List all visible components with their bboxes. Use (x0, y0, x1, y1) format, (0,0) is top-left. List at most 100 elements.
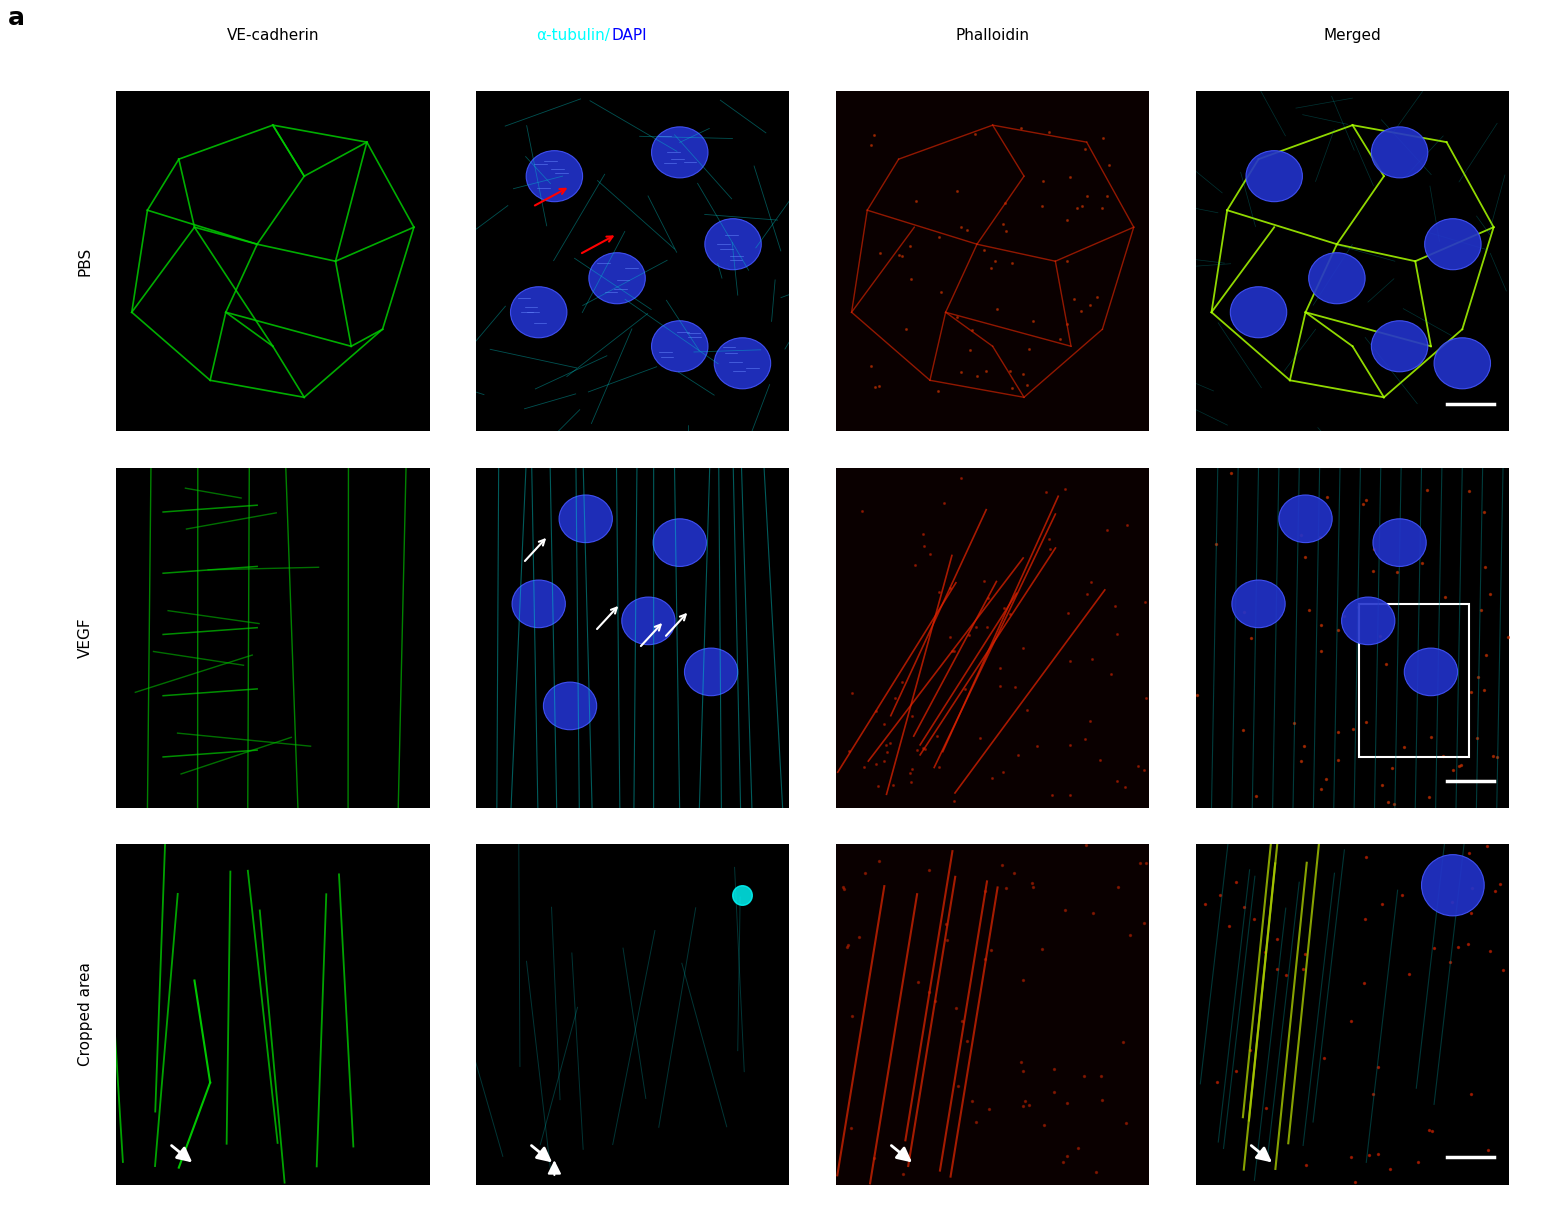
Point (887, 245, 912, 265)
Point (850, 501, 875, 520)
Point (1458, 1085, 1483, 1104)
Point (1002, 864, 1026, 883)
Ellipse shape (1372, 126, 1427, 177)
Point (989, 855, 1014, 875)
Point (1056, 603, 1081, 622)
Point (1232, 898, 1257, 917)
Point (1088, 1067, 1113, 1086)
Point (1254, 1098, 1279, 1118)
Point (1495, 627, 1520, 646)
Point (1079, 572, 1104, 592)
Point (1347, 597, 1372, 616)
Point (862, 378, 887, 397)
Point (1012, 1091, 1037, 1111)
Point (1068, 301, 1093, 321)
Point (946, 1076, 971, 1096)
Point (992, 599, 1017, 618)
Point (1308, 527, 1333, 547)
Ellipse shape (512, 580, 565, 628)
Point (1077, 712, 1102, 731)
Point (1059, 735, 1084, 755)
Point (1054, 313, 1079, 333)
Point (974, 361, 998, 380)
Text: a: a (8, 6, 25, 30)
Point (1455, 934, 1480, 954)
Point (1446, 756, 1471, 775)
Point (1017, 1096, 1042, 1115)
Text: DAPI: DAPI (611, 28, 647, 43)
Point (899, 773, 924, 792)
Point (872, 751, 896, 770)
Point (1485, 747, 1509, 767)
Point (1396, 965, 1421, 984)
Point (949, 217, 974, 237)
Point (859, 356, 884, 375)
Point (1094, 187, 1119, 207)
Point (904, 191, 929, 210)
Point (1472, 558, 1497, 577)
Point (974, 617, 998, 637)
Point (1091, 128, 1116, 147)
Point (1480, 746, 1505, 765)
Point (1054, 1094, 1079, 1113)
Point (1354, 490, 1379, 509)
Point (1207, 886, 1232, 905)
Point (910, 738, 935, 757)
Point (940, 640, 964, 660)
Point (1090, 1090, 1115, 1109)
Ellipse shape (1232, 580, 1285, 628)
Point (916, 982, 941, 1001)
Point (998, 604, 1023, 623)
Point (1365, 1057, 1390, 1076)
Ellipse shape (1342, 597, 1395, 645)
Point (994, 221, 1019, 241)
Point (1057, 651, 1082, 671)
Ellipse shape (1421, 854, 1485, 916)
Point (1325, 722, 1350, 741)
Text: PBS: PBS (77, 247, 93, 276)
Point (864, 702, 889, 722)
Point (958, 340, 983, 360)
Point (1020, 311, 1045, 330)
Point (1065, 198, 1090, 217)
Point (1011, 638, 1036, 657)
Point (994, 878, 1019, 898)
Point (1274, 965, 1299, 984)
Point (927, 227, 952, 247)
Ellipse shape (622, 597, 675, 645)
Point (944, 181, 969, 200)
Point (861, 1148, 885, 1168)
Point (1375, 792, 1399, 812)
Point (1033, 1115, 1057, 1135)
Point (955, 220, 980, 239)
Point (898, 764, 923, 784)
Point (1373, 654, 1398, 673)
Point (1466, 668, 1491, 688)
Point (1475, 1140, 1500, 1159)
Point (1048, 329, 1073, 349)
Point (1096, 156, 1121, 175)
Point (836, 934, 861, 954)
Point (1184, 685, 1209, 705)
Point (1282, 713, 1307, 733)
Point (830, 877, 854, 897)
Point (957, 626, 981, 645)
Point (1342, 1172, 1367, 1192)
Point (1132, 761, 1156, 780)
Point (955, 1032, 980, 1051)
Point (1057, 786, 1082, 806)
Point (1361, 1084, 1385, 1103)
Point (923, 991, 947, 1011)
Point (1288, 751, 1313, 770)
Point (933, 914, 958, 933)
Point (1252, 943, 1277, 962)
Point (952, 679, 977, 699)
Point (1416, 1120, 1441, 1140)
Point (867, 377, 892, 396)
Point (868, 243, 893, 262)
Ellipse shape (559, 495, 613, 543)
Point (1003, 677, 1028, 696)
Point (889, 672, 913, 691)
Point (1071, 1067, 1096, 1086)
Point (898, 270, 923, 289)
